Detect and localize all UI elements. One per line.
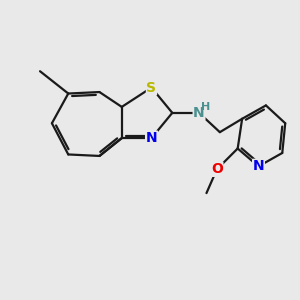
Text: N: N [146, 131, 157, 145]
Text: S: S [146, 81, 157, 94]
Text: N: N [193, 106, 205, 120]
Text: H: H [201, 103, 210, 112]
Text: O: O [211, 162, 223, 176]
Text: N: N [253, 159, 264, 173]
